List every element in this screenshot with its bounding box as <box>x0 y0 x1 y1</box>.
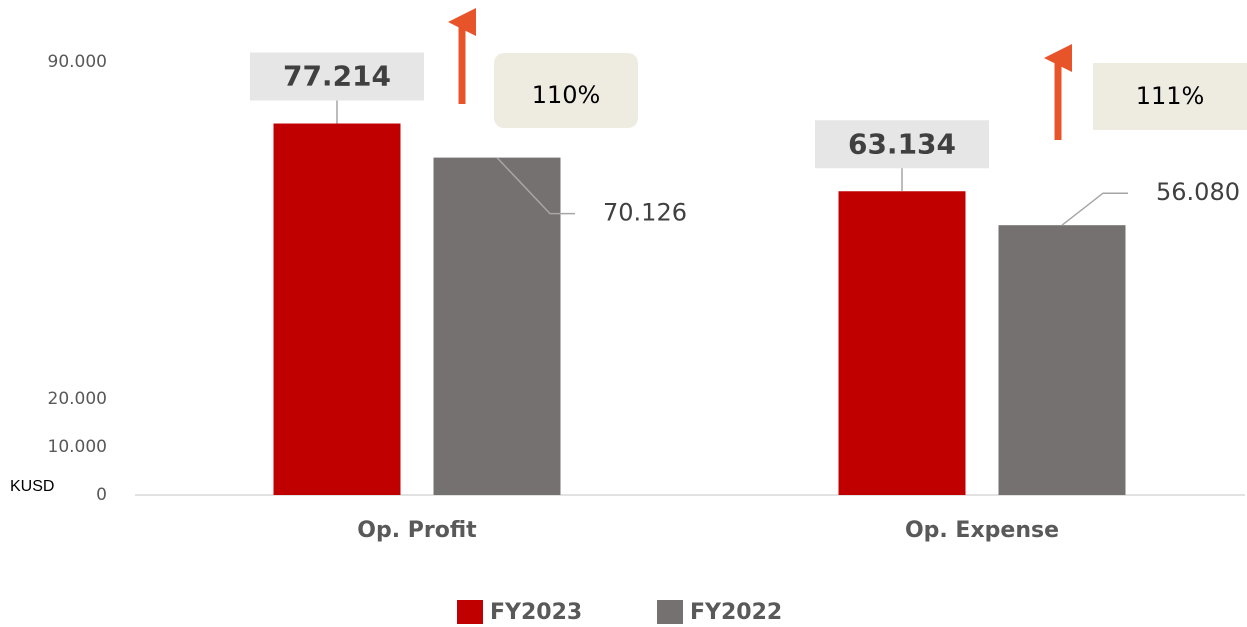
legend-swatch <box>657 600 683 624</box>
bar <box>838 191 966 495</box>
y-tick-label: 0 <box>96 485 107 505</box>
data-label: 56.080 <box>1156 178 1240 206</box>
bar <box>998 225 1126 496</box>
unit-label: KUSD <box>10 478 54 495</box>
legend-label: FY2023 <box>490 600 582 625</box>
data-label: 70.126 <box>603 199 687 227</box>
leader-line <box>1061 192 1128 226</box>
y-tick-label: 20.000 <box>48 389 107 409</box>
bar <box>433 157 561 495</box>
leader-line <box>496 157 575 215</box>
bar <box>273 123 401 496</box>
x-tick-label: Op. Expense <box>905 518 1059 543</box>
data-label: 63.134 <box>848 127 956 160</box>
y-tick-label: 90.000 <box>48 52 107 72</box>
legend-label: FY2022 <box>690 600 782 625</box>
label-box <box>250 52 424 101</box>
annotation-box <box>494 53 638 128</box>
x-tick-label: Op. Profit <box>357 518 477 543</box>
label-box <box>815 120 989 169</box>
annotation: 111% <box>1136 82 1205 110</box>
annotation: 110% <box>532 81 601 109</box>
y-tick-label: 10.000 <box>48 437 107 457</box>
annotation-box <box>1093 63 1247 130</box>
data-label: 77.214 <box>283 60 391 93</box>
legend-swatch <box>457 600 483 624</box>
